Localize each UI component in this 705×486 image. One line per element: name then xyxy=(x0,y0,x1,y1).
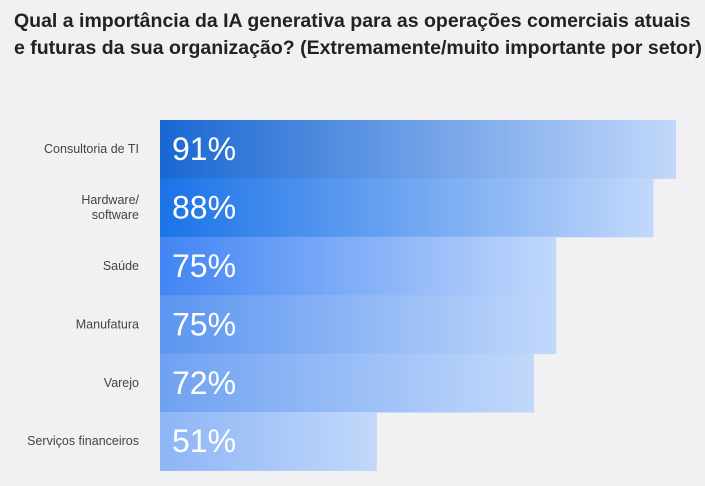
category-label: Hardware/ xyxy=(81,193,139,207)
bar-2 xyxy=(160,236,557,296)
bar-5 xyxy=(160,412,377,471)
data-label: 51% xyxy=(172,423,236,459)
category-label: Varejo xyxy=(104,376,139,390)
bar-3 xyxy=(160,295,557,355)
category-label: Saúde xyxy=(103,259,139,273)
category-label: Consultoria de TI xyxy=(44,142,139,156)
data-label: 75% xyxy=(172,248,236,284)
chart-title: Qual a importância da IA generativa para… xyxy=(14,10,703,59)
bar-1 xyxy=(160,178,654,238)
bar-0 xyxy=(160,120,676,179)
category-label: software xyxy=(92,208,139,222)
data-label: 75% xyxy=(172,306,236,342)
bar-4 xyxy=(160,353,534,413)
category-label: Serviços financeiros xyxy=(27,434,139,448)
data-label: 88% xyxy=(172,190,236,226)
category-label: Manufatura xyxy=(76,317,139,331)
data-label: 91% xyxy=(172,131,236,167)
data-label: 72% xyxy=(172,365,236,401)
